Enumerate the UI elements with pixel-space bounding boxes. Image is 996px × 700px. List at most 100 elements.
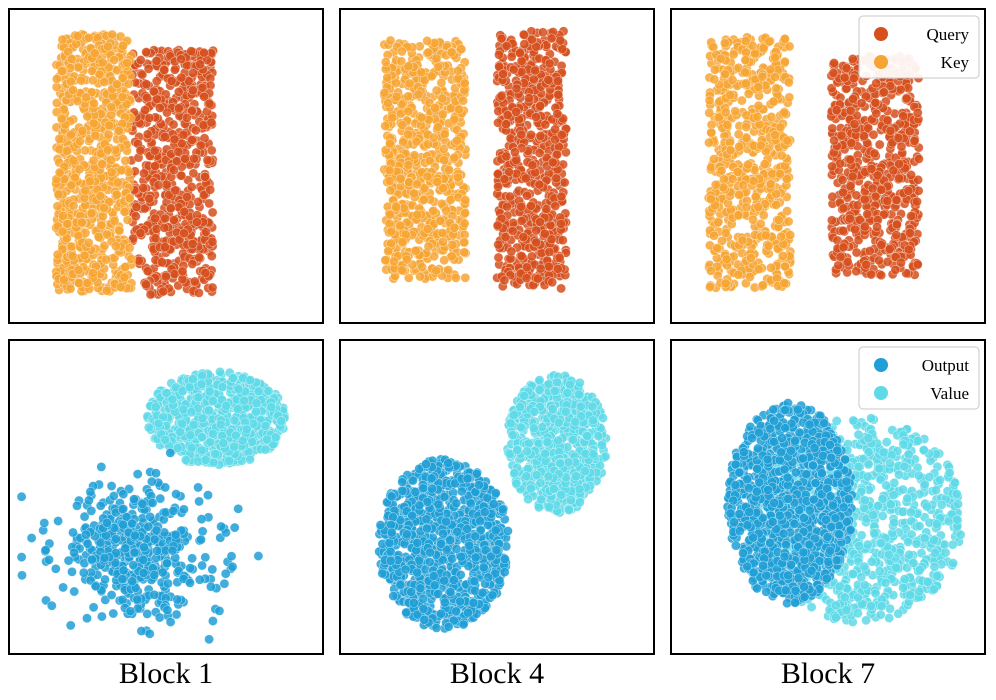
point-key bbox=[740, 36, 751, 46]
point-query bbox=[502, 201, 512, 212]
point-query bbox=[541, 204, 552, 214]
point-key bbox=[79, 250, 90, 261]
point-query bbox=[827, 123, 838, 134]
point-query bbox=[829, 58, 839, 68]
point-key bbox=[106, 167, 117, 178]
point-query bbox=[550, 124, 560, 135]
point-key bbox=[397, 120, 408, 130]
point-query bbox=[510, 147, 520, 158]
point-key bbox=[382, 72, 393, 83]
point-value bbox=[233, 384, 244, 395]
point-key bbox=[728, 49, 739, 60]
point-query bbox=[511, 83, 522, 94]
point-query bbox=[207, 236, 218, 247]
point-key bbox=[76, 217, 87, 228]
point-query bbox=[909, 135, 920, 146]
point-key bbox=[450, 272, 461, 283]
point-key bbox=[122, 58, 132, 68]
point-value bbox=[161, 388, 172, 399]
point-key bbox=[439, 155, 449, 166]
point-key bbox=[439, 129, 450, 140]
point-query bbox=[507, 226, 518, 236]
point-query bbox=[828, 68, 839, 78]
point-query bbox=[540, 119, 551, 130]
point-query bbox=[150, 233, 161, 244]
point-key bbox=[437, 228, 448, 238]
point-key bbox=[72, 96, 83, 106]
point-query bbox=[557, 235, 568, 246]
point-key bbox=[111, 189, 122, 200]
point-value bbox=[153, 418, 164, 429]
point-key bbox=[423, 47, 434, 58]
point-key bbox=[782, 206, 792, 216]
point-key bbox=[119, 206, 130, 217]
point-key bbox=[760, 230, 771, 241]
point-key bbox=[86, 208, 97, 219]
point-key bbox=[403, 91, 414, 102]
point-query bbox=[205, 184, 216, 195]
point-key bbox=[82, 111, 93, 122]
point-key bbox=[118, 40, 128, 51]
point-key bbox=[452, 135, 462, 146]
point-key bbox=[733, 210, 744, 221]
point-key bbox=[725, 145, 736, 156]
point-query bbox=[188, 168, 199, 179]
point-key bbox=[459, 78, 470, 89]
point-query bbox=[508, 217, 519, 228]
point-value bbox=[160, 434, 171, 445]
point-query bbox=[493, 117, 503, 128]
point-key bbox=[104, 120, 114, 131]
point-key bbox=[379, 87, 390, 98]
scatter-points bbox=[379, 26, 571, 294]
point-value bbox=[230, 430, 241, 441]
point-key bbox=[710, 179, 721, 190]
point-query bbox=[827, 215, 837, 226]
point-key bbox=[734, 141, 744, 152]
point-key bbox=[431, 265, 442, 276]
point-query bbox=[856, 98, 867, 109]
point-query bbox=[493, 252, 504, 263]
point-key bbox=[784, 41, 795, 52]
point-key bbox=[458, 95, 468, 106]
point-key bbox=[57, 226, 68, 237]
point-key bbox=[68, 85, 78, 95]
point-key bbox=[380, 57, 391, 67]
point-key bbox=[401, 254, 412, 265]
point-key bbox=[435, 215, 446, 226]
point-key bbox=[380, 121, 391, 131]
legend-label-key: Key bbox=[941, 53, 970, 72]
point-value bbox=[237, 435, 248, 446]
point-query bbox=[866, 163, 877, 174]
point-key bbox=[776, 150, 787, 161]
point-key bbox=[52, 249, 63, 260]
point-key bbox=[721, 254, 732, 265]
point-query bbox=[904, 126, 915, 137]
point-query bbox=[861, 259, 872, 270]
point-key bbox=[422, 36, 433, 46]
point-query bbox=[559, 177, 570, 188]
point-query bbox=[200, 227, 211, 237]
point-key bbox=[783, 77, 794, 88]
point-query bbox=[890, 264, 901, 275]
point-query bbox=[876, 270, 887, 281]
point-query bbox=[527, 160, 538, 171]
point-query bbox=[206, 251, 217, 261]
point-query bbox=[176, 170, 187, 181]
point-query bbox=[550, 201, 561, 211]
point-query bbox=[168, 215, 179, 225]
point-output bbox=[79, 511, 90, 522]
point-key bbox=[106, 155, 116, 165]
point-key bbox=[396, 265, 407, 275]
point-key bbox=[734, 189, 745, 200]
point-key bbox=[704, 95, 715, 106]
point-key bbox=[117, 92, 128, 102]
point-key bbox=[436, 77, 447, 88]
point-query bbox=[895, 84, 906, 95]
point-key bbox=[753, 82, 764, 93]
point-output bbox=[108, 608, 119, 619]
point-query bbox=[148, 86, 159, 97]
point-value bbox=[251, 406, 261, 417]
point-key bbox=[737, 95, 747, 106]
point-key bbox=[384, 165, 395, 176]
point-key bbox=[775, 122, 786, 133]
